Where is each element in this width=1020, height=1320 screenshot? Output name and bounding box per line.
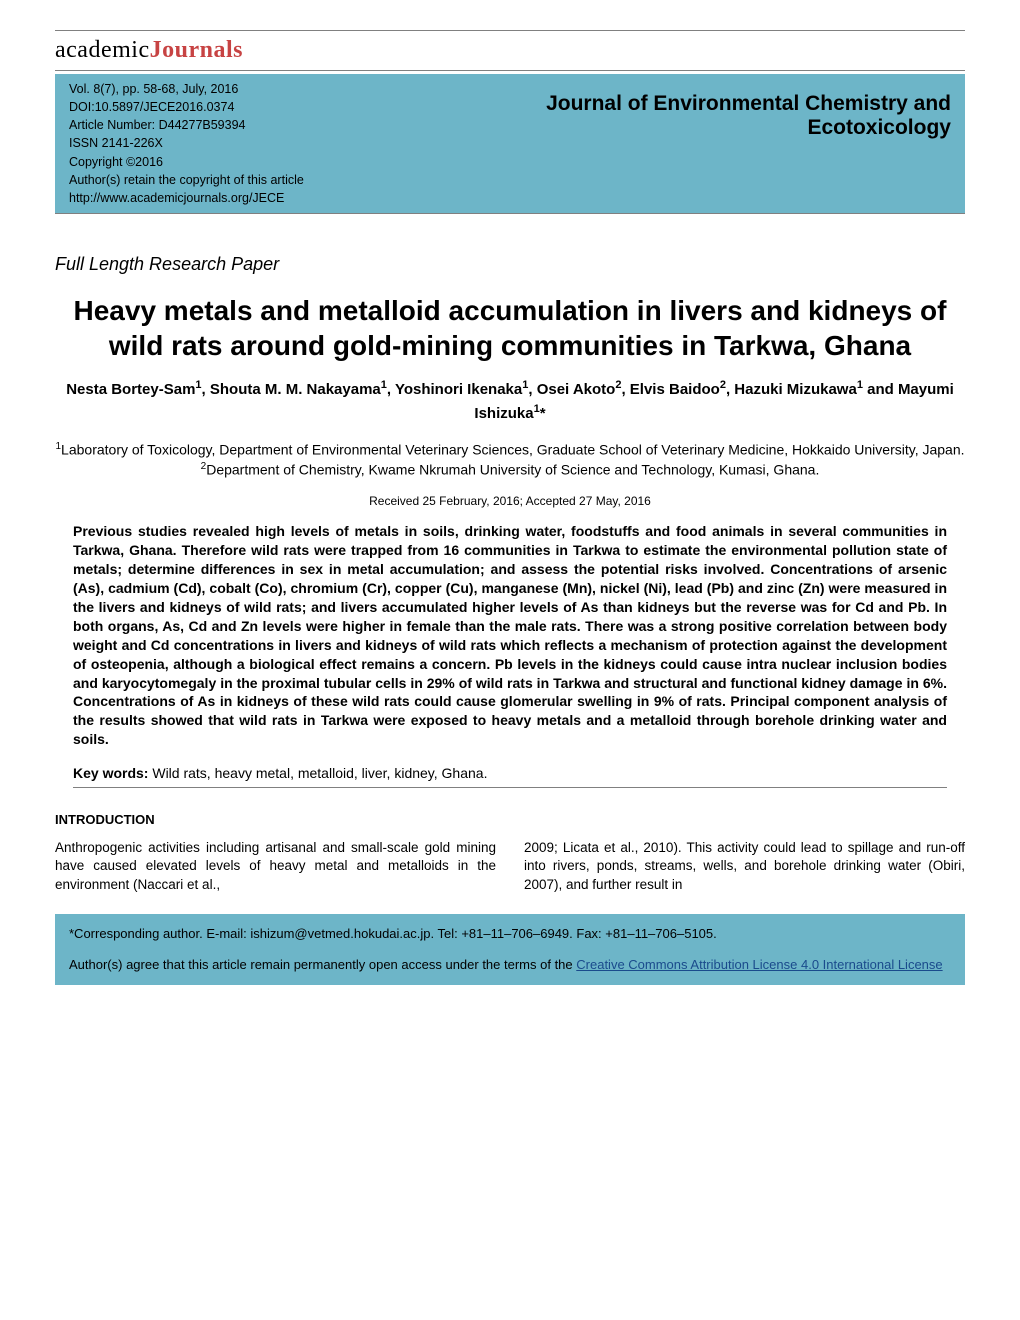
header-rule (55, 213, 965, 214)
publisher-logo: academicJournals (55, 37, 243, 63)
meta-line-doi: DOI:10.5897/JECE2016.0374 (69, 98, 445, 116)
logo-part1: academic (55, 37, 150, 63)
logo-bar: academicJournals (55, 30, 965, 71)
header-panel: Vol. 8(7), pp. 58-68, July, 2016 DOI:10.… (55, 74, 965, 213)
meta-line-volume: Vol. 8(7), pp. 58-68, July, 2016 (69, 80, 445, 98)
paper-title: Heavy metals and metalloid accumulation … (55, 293, 965, 363)
keywords-label: Key words: (73, 765, 148, 781)
article-meta: Vol. 8(7), pp. 58-68, July, 2016 DOI:10.… (55, 74, 455, 213)
meta-line-rights: Author(s) retain the copyright of this a… (69, 171, 445, 189)
keywords-text: Wild rats, heavy metal, metalloid, liver… (148, 765, 487, 781)
authors: Nesta Bortey-Sam1, Shouta M. M. Nakayama… (55, 377, 965, 426)
license-statement: Author(s) agree that this article remain… (69, 955, 951, 975)
introduction-col2: 2009; Licata et al., 2010). This activit… (524, 839, 965, 894)
license-link[interactable]: Creative Commons Attribution License 4.0… (576, 957, 942, 972)
keywords: Key words: Wild rats, heavy metal, metal… (73, 765, 947, 781)
introduction-col1: Anthropogenic activities including artis… (55, 839, 496, 894)
keywords-rule (73, 787, 947, 788)
journal-name: Journal of Environmental Chemistry and E… (455, 74, 965, 213)
paper-type: Full Length Research Paper (55, 254, 965, 275)
journal-url-link[interactable]: http://www.academicjournals.org/JECE (69, 191, 284, 205)
meta-line-article-number: Article Number: D44277B59394 (69, 116, 445, 134)
meta-line-issn: ISSN 2141-226X (69, 134, 445, 152)
introduction-heading: INTRODUCTION (55, 812, 965, 827)
corresponding-author: *Corresponding author. E-mail: ishizum@v… (69, 924, 951, 944)
footer-panel: *Corresponding author. E-mail: ishizum@v… (55, 914, 965, 985)
license-prefix: Author(s) agree that this article remain… (69, 957, 576, 972)
logo-part2: Journals (150, 37, 243, 63)
abstract: Previous studies revealed high levels of… (73, 522, 947, 749)
introduction-body: Anthropogenic activities including artis… (55, 839, 965, 894)
affiliations: 1Laboratory of Toxicology, Department of… (55, 440, 965, 481)
received-accepted-dates: Received 25 February, 2016; Accepted 27 … (55, 494, 965, 508)
meta-line-copyright: Copyright ©2016 (69, 153, 445, 171)
